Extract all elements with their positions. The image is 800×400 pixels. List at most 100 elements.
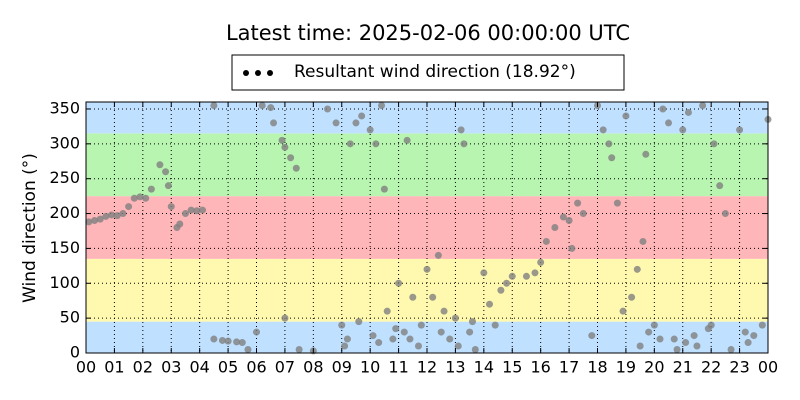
data-point	[355, 318, 363, 326]
data-point	[369, 332, 377, 340]
data-point	[400, 328, 408, 336]
data-point	[608, 154, 616, 162]
data-point	[417, 321, 425, 329]
x-tick-label: 15	[502, 358, 522, 377]
data-point	[167, 203, 175, 211]
y-tick-label: 250	[49, 168, 80, 187]
data-point	[332, 119, 340, 127]
data-point	[645, 328, 653, 336]
data-point	[210, 335, 218, 343]
data-point	[508, 272, 516, 280]
data-point	[599, 126, 607, 134]
data-point	[682, 339, 690, 347]
x-tick-label: 08	[303, 358, 323, 377]
legend-dot	[243, 70, 249, 76]
y-axis-label: Wind direction (°)	[20, 153, 40, 303]
x-tick-label: 00	[76, 358, 96, 377]
data-point	[650, 321, 658, 329]
x-tick-label: 18	[587, 358, 607, 377]
y-tick-label: 350	[49, 98, 80, 117]
data-point	[176, 220, 184, 228]
y-tick-label: 150	[49, 238, 80, 257]
x-tick-label: 12	[417, 358, 437, 377]
data-point	[352, 119, 360, 127]
data-point	[238, 339, 246, 347]
data-point	[633, 265, 641, 273]
data-point	[292, 164, 300, 172]
legend-symbol	[243, 70, 273, 76]
data-point	[358, 112, 366, 120]
data-point	[281, 143, 289, 151]
data-point	[542, 237, 550, 245]
x-tick-label: 17	[559, 358, 579, 377]
data-point	[684, 108, 692, 116]
x-tick-label: 20	[644, 358, 664, 377]
data-point	[366, 126, 374, 134]
data-point	[253, 328, 260, 336]
data-point	[343, 335, 351, 343]
data-point	[267, 104, 275, 112]
data-point	[741, 328, 749, 336]
x-tick-label: 01	[104, 358, 124, 377]
data-point	[579, 210, 587, 218]
data-point	[639, 237, 647, 245]
x-tick-label: 02	[133, 358, 153, 377]
data-point	[704, 325, 712, 333]
data-point	[721, 210, 729, 218]
y-tick-label: 200	[49, 203, 80, 222]
data-point	[406, 335, 414, 343]
data-point	[551, 224, 559, 231]
data-point	[295, 346, 303, 354]
data-point	[164, 182, 172, 190]
x-tick-label: 05	[218, 358, 238, 377]
data-point	[136, 193, 144, 201]
data-point	[750, 332, 758, 340]
data-point	[162, 168, 170, 176]
data-point	[613, 199, 621, 207]
plot-area	[85, 101, 772, 355]
data-point	[565, 217, 573, 225]
data-point	[372, 140, 380, 148]
data-point	[181, 210, 189, 218]
background-band	[86, 196, 768, 259]
data-point	[605, 140, 613, 148]
data-point	[380, 185, 388, 193]
data-point	[758, 321, 766, 329]
plot-frame	[85, 101, 769, 354]
data-point	[466, 328, 474, 336]
y-tick-label: 50	[60, 308, 80, 327]
data-point	[693, 342, 701, 350]
data-point	[699, 101, 707, 109]
x-tick-label: 22	[701, 358, 721, 377]
data-point	[102, 212, 110, 220]
x-tick-label: 09	[332, 358, 352, 377]
data-point	[278, 136, 286, 144]
data-point	[403, 136, 411, 144]
data-point	[125, 203, 133, 211]
data-point	[193, 207, 201, 215]
data-point	[454, 342, 462, 350]
x-tick-label: 11	[388, 358, 408, 377]
data-point	[423, 265, 431, 273]
data-point	[130, 194, 138, 202]
data-point	[85, 218, 93, 226]
data-point	[218, 336, 226, 344]
data-point	[744, 339, 752, 347]
data-point	[324, 105, 332, 113]
data-point	[659, 105, 667, 113]
data-point	[142, 194, 150, 202]
x-tick-label: 06	[246, 358, 266, 377]
y-tick-label: 300	[49, 133, 80, 152]
data-point	[559, 213, 567, 221]
legend-label: Resultant wind direction (18.92°)	[294, 62, 576, 82]
data-point	[338, 321, 346, 329]
data-point	[389, 335, 397, 343]
data-point	[497, 286, 505, 294]
data-point	[199, 206, 207, 214]
data-point	[568, 244, 576, 252]
data-point	[440, 307, 448, 315]
data-point	[91, 217, 99, 225]
x-tick-label: 13	[445, 358, 465, 377]
data-point	[642, 150, 650, 158]
